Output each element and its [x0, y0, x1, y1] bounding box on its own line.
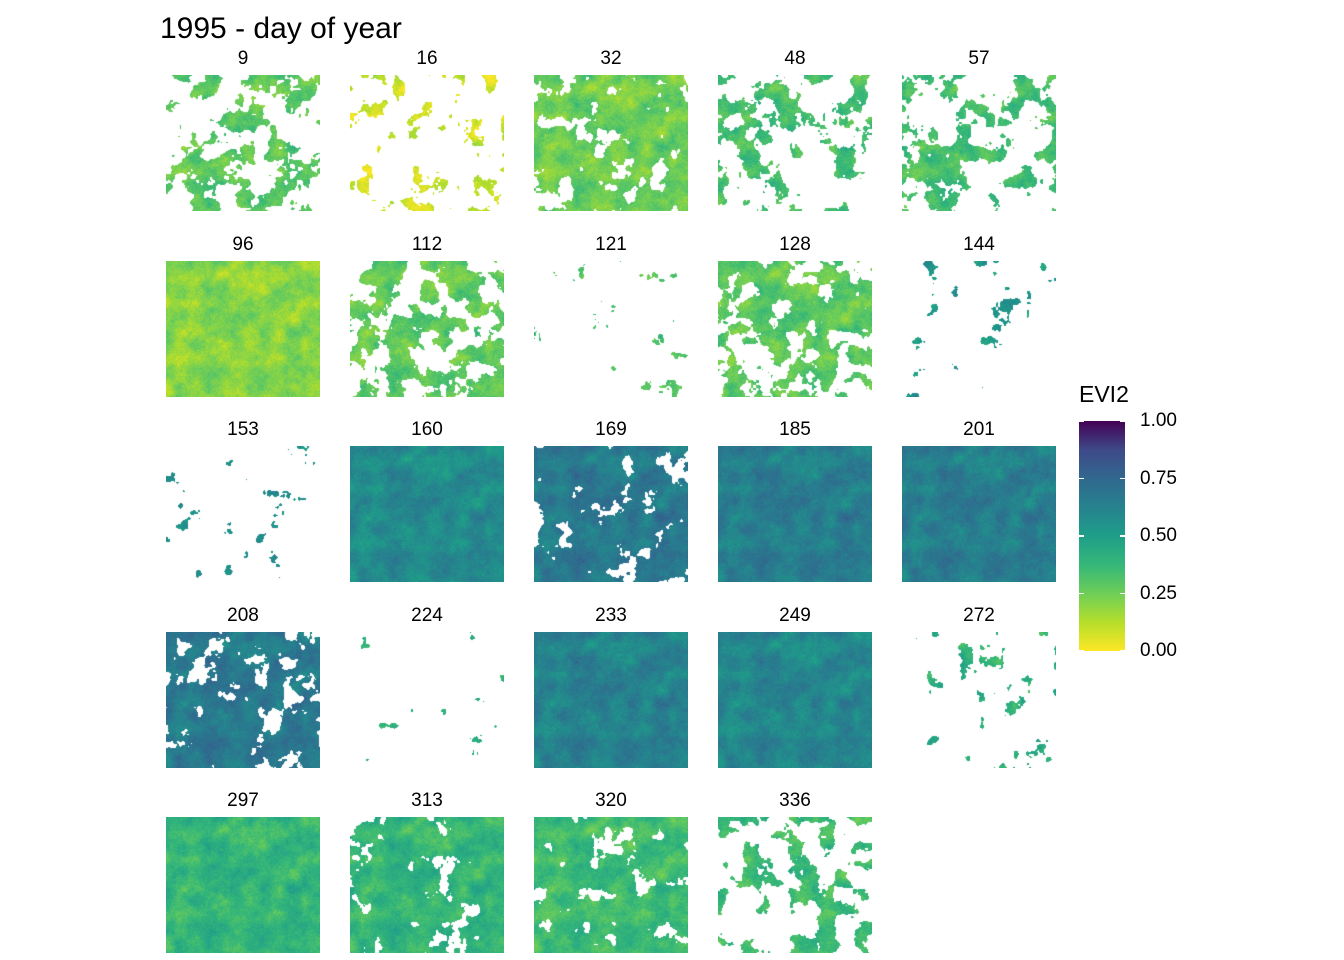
facet-label: 32 [600, 48, 622, 69]
facet-label: 320 [595, 790, 627, 811]
colorbar-tick-right [1120, 650, 1125, 652]
evi2-raster [902, 260, 1056, 397]
evi2-raster [534, 260, 688, 397]
facet-label: 201 [963, 419, 995, 440]
evi2-raster [902, 75, 1056, 211]
facet-label: 160 [411, 419, 443, 440]
evi2-raster [902, 631, 1056, 768]
facet-label: 128 [779, 233, 811, 255]
legend-title: EVI2 [1079, 381, 1129, 407]
facet-label: 121 [595, 233, 627, 255]
colorbar-label: 0.00 [1140, 640, 1177, 661]
colorbar-tick-left [1079, 535, 1084, 537]
colorbar-label: 0.25 [1140, 582, 1177, 604]
evi2-raster [718, 817, 872, 953]
evi2-raster [718, 446, 872, 582]
colorbar-tick-left [1079, 477, 1084, 480]
colorbar-tick-left [1079, 650, 1084, 652]
facet-label: 233 [595, 604, 627, 626]
facet-label: 272 [963, 604, 995, 626]
facet-label: 9 [237, 48, 249, 69]
facet-label: 208 [227, 604, 259, 626]
evi2-raster [534, 446, 688, 582]
evi2-raster [166, 260, 320, 397]
evi2-raster [718, 260, 872, 397]
evi2-raster [166, 75, 320, 211]
colorbar-tick-left [1079, 420, 1084, 422]
facet-label: 249 [779, 604, 811, 626]
facet-label: 185 [779, 419, 811, 440]
evi2-raster [350, 260, 504, 397]
facet-label: 96 [232, 233, 254, 255]
facet-label: 153 [227, 419, 259, 440]
evi2-raster [718, 631, 872, 768]
evi2-raster [166, 817, 320, 953]
evi2-raster [534, 817, 688, 953]
colorbar-label: 0.50 [1140, 525, 1177, 546]
facet-label: 169 [595, 419, 627, 440]
colorbar-tick-left [1079, 592, 1084, 595]
colorbar-tick-right [1120, 477, 1125, 480]
evi2-raster [534, 631, 688, 768]
colorbar-tick-right [1120, 535, 1125, 537]
facet-label: 57 [968, 48, 990, 69]
evi2-raster [718, 75, 872, 211]
evi2-raster [166, 446, 320, 582]
evi2-raster [350, 631, 504, 768]
facet-label: 224 [411, 604, 443, 626]
facet-label: 336 [779, 790, 811, 811]
facet-label: 313 [411, 790, 443, 811]
facet-label: 16 [416, 48, 438, 69]
evi2-raster [350, 75, 504, 211]
evi2-raster [350, 446, 504, 582]
evi2-raster [902, 446, 1056, 582]
facet-label: 144 [963, 233, 995, 255]
facet-label: 297 [227, 790, 259, 811]
evi2-raster [534, 75, 688, 211]
colorbar-label: 1.00 [1140, 410, 1177, 431]
colorbar-tick-right [1120, 420, 1125, 422]
evi2-raster [166, 631, 320, 768]
colorbar-label: 0.75 [1140, 467, 1177, 489]
colorbar [1079, 421, 1125, 651]
chart-title: 1995 - day of year [160, 12, 402, 45]
facet-label: 112 [411, 233, 443, 255]
facet-label: 48 [784, 48, 806, 69]
evi2-raster [350, 817, 504, 953]
colorbar-tick-right [1120, 592, 1125, 595]
